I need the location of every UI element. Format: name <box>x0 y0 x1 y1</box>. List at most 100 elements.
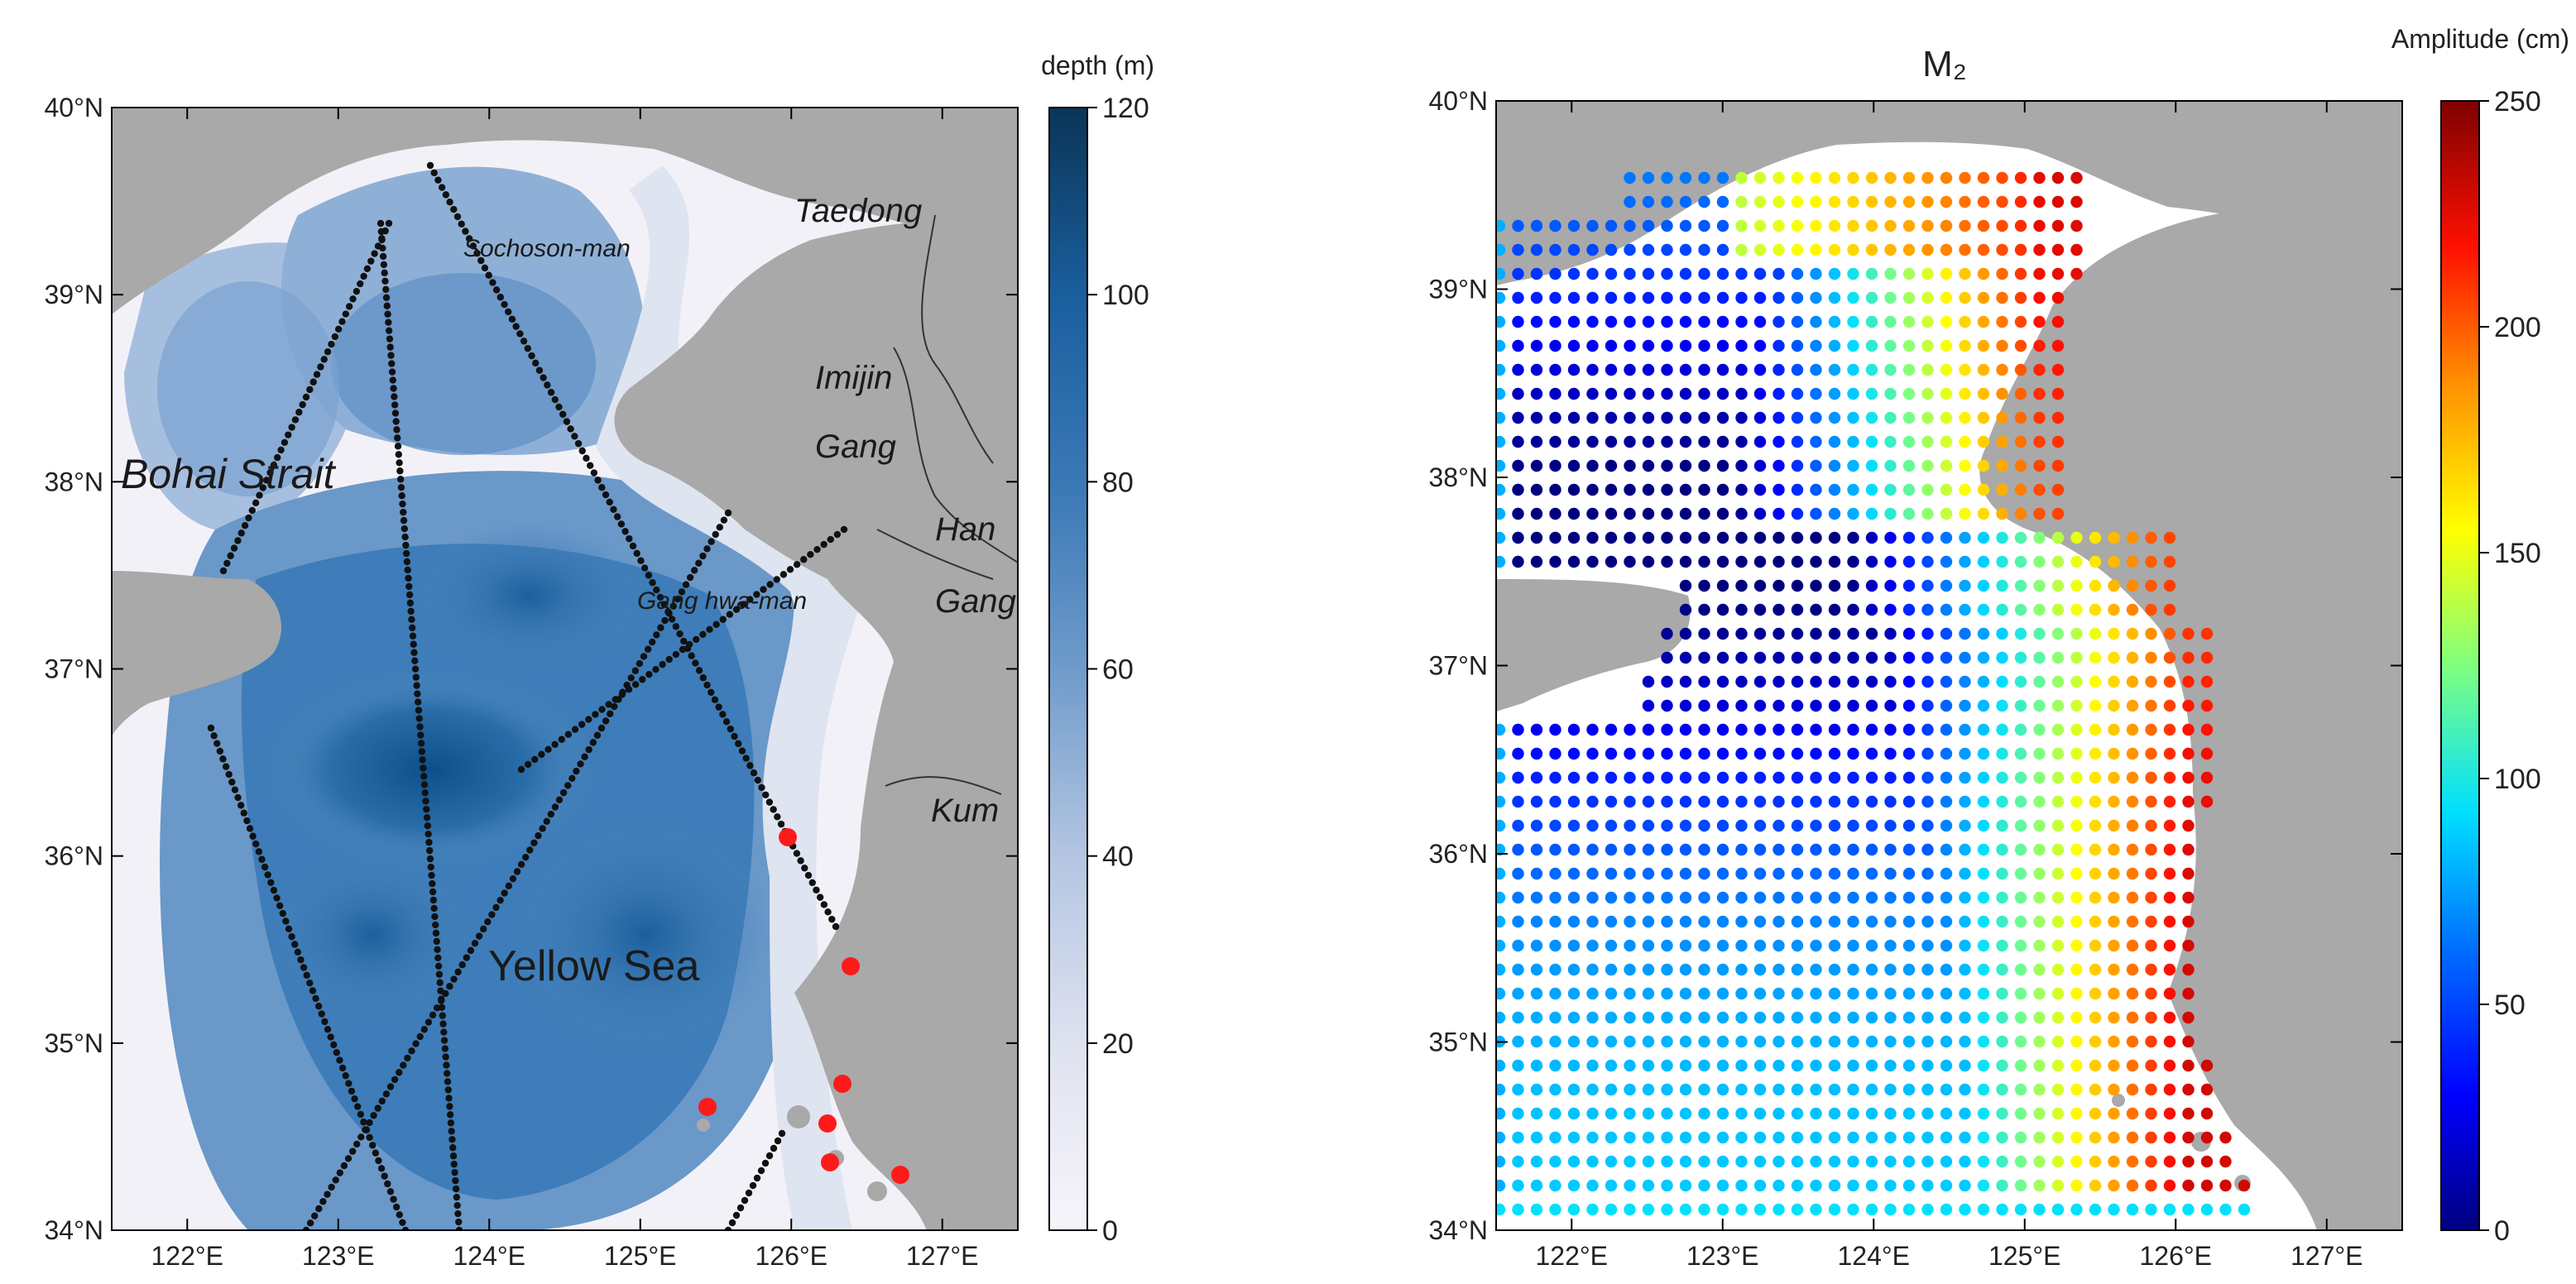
amplitude-dot <box>1512 531 1524 544</box>
track-dot <box>332 1176 339 1184</box>
track-dot <box>444 1078 452 1085</box>
amplitude-dot <box>1940 411 1953 424</box>
amplitude-dot <box>1624 243 1636 256</box>
amplitude-dot <box>2200 651 2214 664</box>
amplitude-dot <box>2051 723 2065 736</box>
amplitude-dot <box>1791 387 1804 400</box>
colorbar-tick-label: 100 <box>2494 764 2541 795</box>
track-dot <box>348 1087 356 1095</box>
amplitude-dot <box>1605 243 1618 256</box>
amplitude-dot <box>1624 531 1636 544</box>
amplitude-dot <box>1940 723 1953 736</box>
amplitude-dot <box>1865 1059 1878 1072</box>
amplitude-dot <box>1884 387 1897 400</box>
amplitude-dot <box>1642 387 1655 400</box>
amplitude-dot <box>1586 843 1599 856</box>
amplitude-dot <box>1902 195 1916 208</box>
amplitude-dot <box>1661 1059 1673 1072</box>
track-dot <box>559 788 568 797</box>
label-han: Han <box>935 511 995 548</box>
track-dot <box>699 630 707 639</box>
lat-tick-label: 38°N <box>1429 462 1489 492</box>
track-dot <box>695 667 703 674</box>
track-dot <box>524 760 532 769</box>
amplitude-dot <box>1902 1179 1916 1192</box>
amplitude-dot <box>1661 1155 1673 1168</box>
label-kum: Kum <box>931 793 999 829</box>
amplitude-dot <box>1921 603 1934 616</box>
amplitude-dot <box>1679 675 1692 688</box>
track-dot <box>719 616 727 623</box>
amplitude-dot <box>1959 315 1971 328</box>
lon-tick-label: 126°E <box>755 1241 827 1271</box>
amplitude-dot <box>1698 1011 1710 1024</box>
amplitude-dot <box>2033 795 2046 808</box>
amplitude-dot <box>1977 771 1990 784</box>
amplitude-dot <box>2219 1131 2232 1144</box>
station-marker <box>818 1114 837 1133</box>
amplitude-dot <box>1512 1155 1524 1168</box>
amplitude-dot <box>1642 1107 1655 1120</box>
amplitude-dot <box>1586 963 1599 976</box>
amplitude-dot <box>2182 843 2195 856</box>
track-dot <box>442 191 450 199</box>
amplitude-dot <box>1884 171 1897 184</box>
amplitude-dot <box>1977 459 1990 472</box>
amplitude-dot <box>1996 1011 2008 1024</box>
amplitude-dot <box>1940 1083 1953 1096</box>
amplitude-dot <box>1977 243 1990 256</box>
amplitude-dot <box>2108 1083 2120 1096</box>
amplitude-dot <box>1810 315 1822 328</box>
amplitude-dot <box>1921 435 1934 448</box>
amplitude-dot <box>1661 291 1673 304</box>
amplitude-dot <box>2070 603 2083 616</box>
amplitude-dot <box>1530 243 1543 256</box>
amplitude-dot <box>1996 771 2008 784</box>
amplitude-dot <box>2070 1059 2083 1072</box>
amplitude-dot <box>1549 891 1561 904</box>
track-dot <box>598 484 606 491</box>
amplitude-dot <box>1902 531 1916 544</box>
amplitude-dot <box>1698 243 1710 256</box>
amplitude-dot <box>1865 603 1878 616</box>
amplitude-dot <box>1884 1011 1897 1024</box>
amplitude-dot <box>1865 171 1878 184</box>
amplitude-dot <box>1679 723 1692 736</box>
amplitude-dot <box>1586 507 1599 520</box>
track-dot <box>377 1165 386 1172</box>
amplitude-dot <box>1698 459 1710 472</box>
amplitude-dot <box>1624 459 1636 472</box>
amplitude-dot <box>1549 1011 1561 1024</box>
track-dot <box>400 508 407 516</box>
track-dot <box>754 776 761 784</box>
amplitude-dot <box>2033 915 2046 928</box>
track-dot <box>389 376 396 384</box>
amplitude-dot <box>1698 195 1710 208</box>
amplitude-dot <box>1586 891 1599 904</box>
amplitude-dot <box>1847 627 1859 640</box>
amplitude-dot <box>1959 459 1971 472</box>
amplitude-dot <box>2014 1035 2027 1048</box>
amplitude-dot <box>1549 555 1561 568</box>
amplitude-dot <box>2163 1203 2176 1216</box>
track-dot <box>426 161 434 170</box>
amplitude-dot <box>1902 867 1916 880</box>
amplitude-dot <box>2033 843 2046 856</box>
amplitude-dot <box>2014 555 2027 568</box>
amplitude-dot <box>1679 963 1692 976</box>
amplitude-dot <box>2051 387 2065 400</box>
amplitude-dot <box>2070 795 2083 808</box>
track-dot <box>391 401 399 409</box>
amplitude-dot <box>1902 171 1916 184</box>
amplitude-dot <box>1549 1203 1561 1216</box>
amplitude-dot <box>1959 963 1971 976</box>
amplitude-dot <box>1586 915 1599 928</box>
amplitude-dot <box>1753 555 1767 568</box>
track-dot <box>452 1185 460 1193</box>
amplitude-dot <box>1496 219 1506 232</box>
amplitude-dot <box>1791 1203 1804 1216</box>
colorbar-tick-label: 120 <box>1102 93 1149 124</box>
amplitude-dot <box>1828 675 1841 688</box>
track-dot <box>331 333 338 341</box>
amplitude-dot <box>1791 963 1804 976</box>
